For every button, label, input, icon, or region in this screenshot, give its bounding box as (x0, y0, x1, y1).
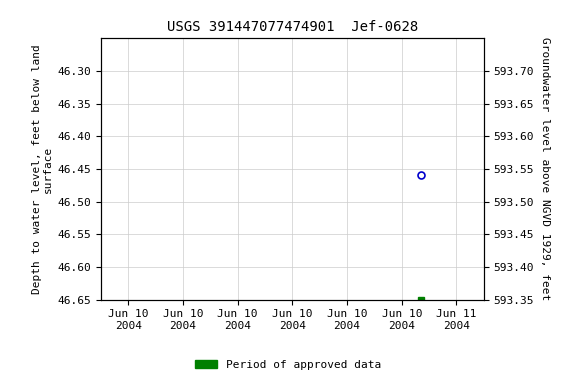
Y-axis label: Groundwater level above NGVD 1929, feet: Groundwater level above NGVD 1929, feet (540, 37, 550, 301)
Title: USGS 391447077474901  Jef-0628: USGS 391447077474901 Jef-0628 (166, 20, 418, 35)
Legend: Period of approved data: Period of approved data (191, 356, 385, 375)
Y-axis label: Depth to water level, feet below land
surface: Depth to water level, feet below land su… (32, 44, 53, 294)
